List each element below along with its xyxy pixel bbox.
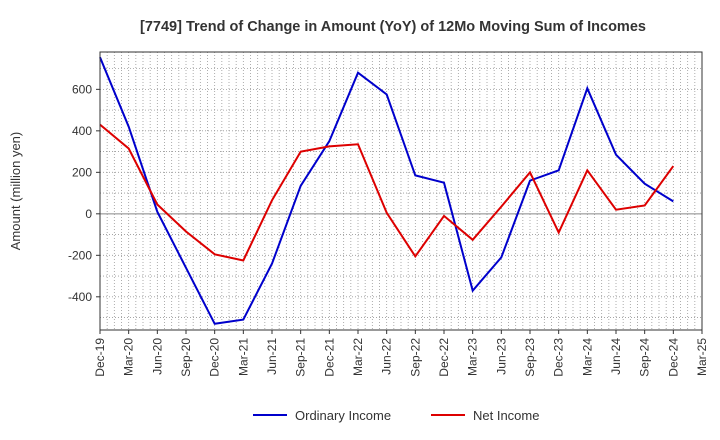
x-tick-label: Jun-21 xyxy=(265,338,279,375)
x-tick-label: Dec-24 xyxy=(666,338,680,377)
x-tick-label: Sep-21 xyxy=(294,338,308,377)
x-tick-label: Sep-20 xyxy=(179,338,193,377)
y-axis-label: Amount (million yen) xyxy=(8,132,23,251)
y-axis-ticks: -400 -200 0 200 400 600 xyxy=(68,82,100,304)
x-tick-label: Jun-20 xyxy=(150,338,164,375)
legend-label: Ordinary Income xyxy=(295,408,391,423)
legend-label: Net Income xyxy=(473,408,539,423)
plot-frame xyxy=(99,51,703,331)
x-tick-label: Mar-20 xyxy=(122,338,136,376)
y-tick-label: -400 xyxy=(68,290,92,304)
series-line-net-income xyxy=(99,123,675,262)
series-lines xyxy=(99,56,675,325)
y-tick-label: 400 xyxy=(72,124,92,138)
grid-lines xyxy=(100,52,702,330)
y-tick-label: -200 xyxy=(68,248,92,262)
x-tick-label: Mar-24 xyxy=(580,338,594,376)
x-tick-label: Dec-19 xyxy=(93,338,107,377)
y-tick-label: 0 xyxy=(85,207,92,221)
x-tick-label: Mar-23 xyxy=(466,338,480,376)
x-tick-label: Jun-24 xyxy=(609,338,623,375)
x-tick-label: Mar-22 xyxy=(351,338,365,376)
x-tick-label: Sep-24 xyxy=(638,338,652,377)
x-tick-label: Mar-25 xyxy=(695,338,709,376)
x-tick-label: Sep-22 xyxy=(408,338,422,377)
legend: Ordinary Income Net Income xyxy=(253,408,539,423)
x-tick-label: Dec-20 xyxy=(208,338,222,377)
x-tick-label: Jun-23 xyxy=(494,338,508,375)
x-tick-label: Jun-22 xyxy=(380,338,394,375)
x-tick-label: Dec-21 xyxy=(322,338,336,377)
x-tick-label: Dec-22 xyxy=(437,338,451,377)
y-tick-label: 200 xyxy=(72,165,92,179)
x-tick-label: Mar-21 xyxy=(236,338,250,376)
x-tick-label: Sep-23 xyxy=(523,338,537,377)
x-tick-label: Dec-23 xyxy=(552,338,566,377)
chart-title: [7749] Trend of Change in Amount (YoY) o… xyxy=(140,19,646,35)
series-line-ordinary-income xyxy=(99,56,674,325)
y-tick-label: 600 xyxy=(72,82,92,96)
x-axis-ticks: Dec-19 Mar-20 Jun-20 Sep-20 Dec-20 Mar-21 Jun-… xyxy=(93,330,709,377)
